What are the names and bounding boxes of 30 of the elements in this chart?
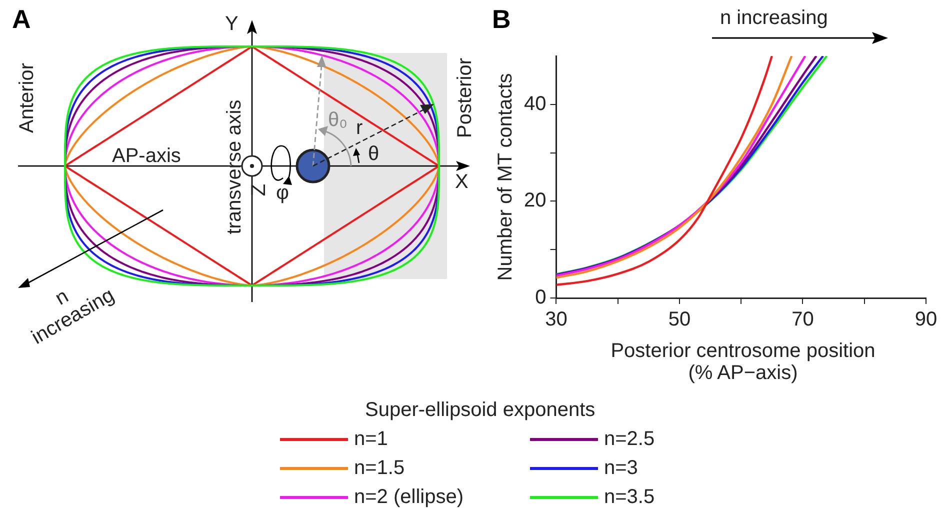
legend-title: Super-ellipsoid exponents bbox=[365, 399, 596, 421]
text: AP-axis bbox=[112, 145, 181, 167]
text: X bbox=[455, 171, 468, 193]
y-axis-title: Number of MT contacts bbox=[494, 73, 517, 281]
text: r bbox=[356, 117, 363, 139]
legend-label: n=1.5 bbox=[354, 457, 405, 480]
legend-label: n=1 bbox=[354, 428, 388, 451]
y-tick-label: 0 bbox=[535, 286, 546, 309]
text: Posterior bbox=[454, 58, 476, 138]
text: n increasing bbox=[720, 7, 828, 29]
text: Anterior bbox=[16, 62, 38, 134]
legend-label: n=3 bbox=[604, 457, 638, 480]
x-tick-label: 90 bbox=[914, 308, 938, 331]
x-tick-label: 30 bbox=[545, 308, 568, 331]
y-tick-label: 40 bbox=[524, 92, 546, 115]
text: φ bbox=[276, 182, 289, 204]
x-tick-label: 70 bbox=[792, 308, 814, 331]
y-tick-label: 20 bbox=[524, 190, 546, 212]
text: Y bbox=[225, 13, 238, 35]
text: Z bbox=[248, 184, 270, 196]
x-tick-label: 50 bbox=[668, 308, 691, 331]
x-axis-title: Posterior centrosome position (% AP−axis) bbox=[610, 340, 876, 384]
text: A bbox=[12, 4, 31, 34]
legend-label: n=2 (ellipse) bbox=[354, 486, 464, 509]
text: θ bbox=[368, 143, 380, 165]
chart-title: B bbox=[492, 4, 511, 34]
text: θ₀ bbox=[328, 109, 348, 131]
text: transverse axis bbox=[223, 100, 246, 234]
legend-label: n=3.5 bbox=[604, 486, 655, 509]
legend-label: n=2.5 bbox=[604, 428, 655, 451]
